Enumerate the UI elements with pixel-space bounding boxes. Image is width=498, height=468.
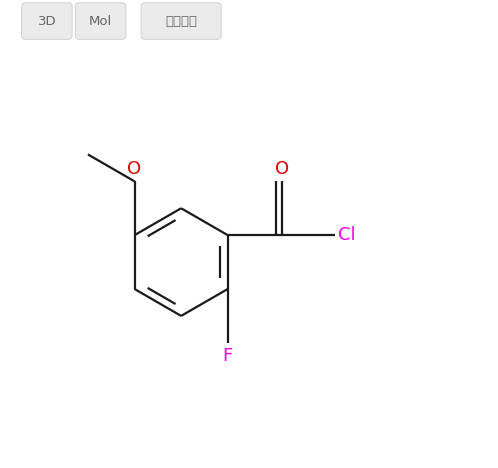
- Text: O: O: [274, 160, 289, 177]
- Text: Cl: Cl: [338, 226, 356, 244]
- Text: 相似结构: 相似结构: [165, 15, 197, 28]
- Text: 3D: 3D: [37, 15, 56, 28]
- FancyBboxPatch shape: [141, 3, 221, 39]
- Text: Mol: Mol: [89, 15, 112, 28]
- Text: F: F: [223, 346, 233, 365]
- FancyBboxPatch shape: [75, 3, 126, 39]
- Text: O: O: [127, 160, 141, 177]
- FancyBboxPatch shape: [21, 3, 72, 39]
